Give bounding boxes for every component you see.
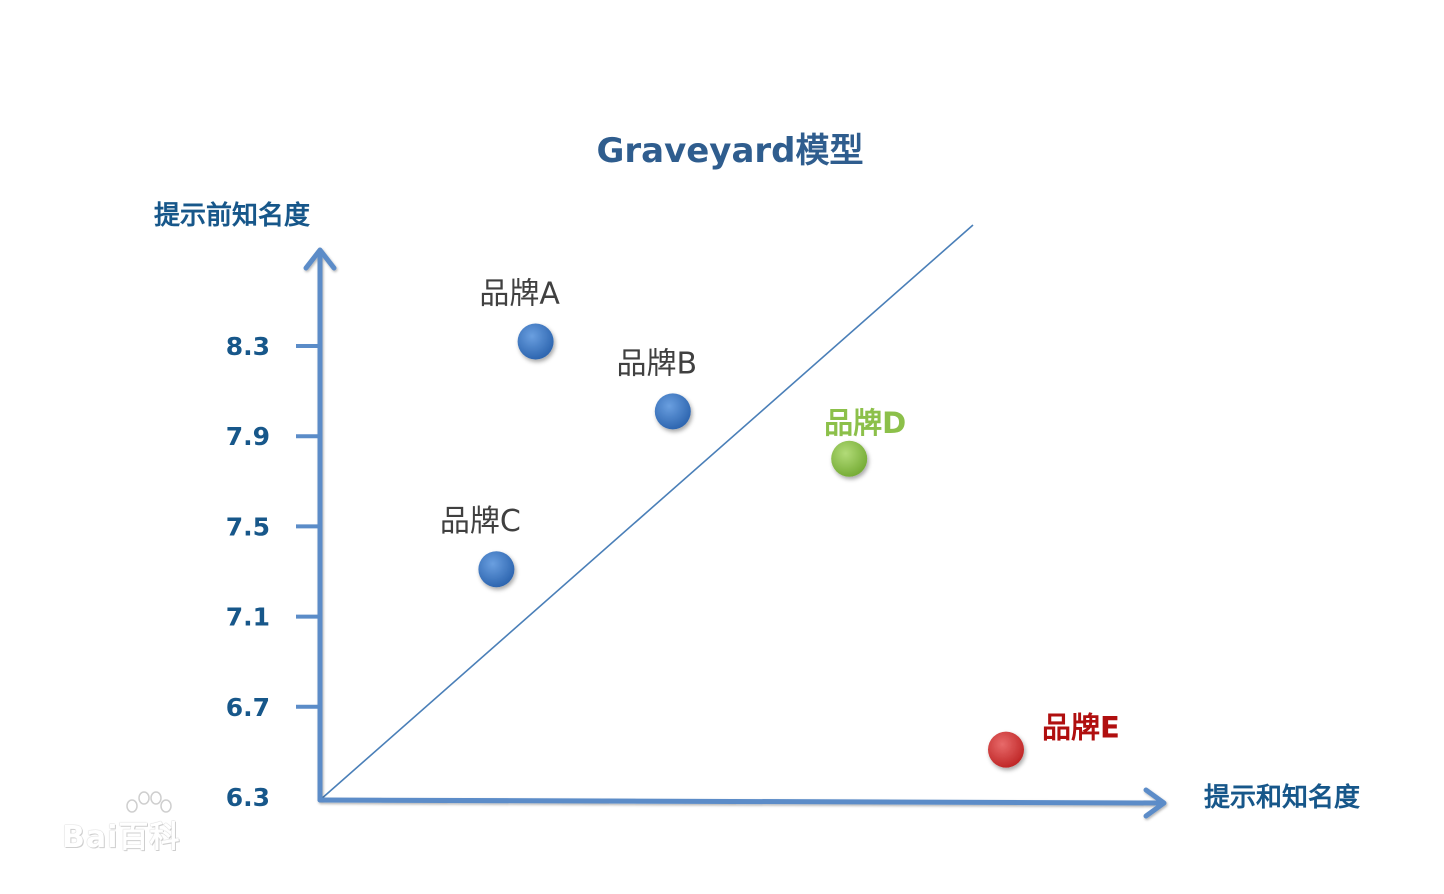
- data-point-label: 品牌B: [617, 346, 698, 381]
- diagonal-line: [319, 224, 974, 801]
- data-point: [831, 440, 868, 477]
- data-point: [478, 551, 515, 588]
- y-tick-label: 7.1: [226, 603, 270, 632]
- chart-title: Graveyard模型: [596, 131, 863, 171]
- x-axis-label: 提示和知名度: [1204, 782, 1360, 813]
- data-point-label: 品牌C: [440, 504, 521, 539]
- x-axis: [317, 797, 1163, 806]
- data-point-label: 品牌D: [824, 406, 906, 440]
- y-axis-arrowhead: [303, 247, 337, 271]
- data-point: [654, 393, 691, 430]
- y-ticks: 8.3 7.9 7.5 7.1 6.7 6.3: [226, 332, 320, 812]
- y-tick-label: 7.9: [226, 422, 270, 451]
- data-point-label: 品牌E: [1042, 711, 1120, 745]
- x-axis-arrowhead: [1143, 787, 1167, 819]
- watermark-paw-icon: [126, 791, 172, 813]
- baidu-watermark: Bai百科: [62, 820, 181, 855]
- y-tick-label: 6.7: [226, 693, 270, 722]
- axes: [303, 247, 1167, 819]
- data-point: [517, 323, 554, 360]
- y-tick-label: 6.3: [226, 783, 270, 812]
- data-point: [988, 731, 1024, 768]
- y-tick-label: 7.5: [226, 512, 270, 541]
- data-points: 品牌A 品牌B 品牌C 品牌D 品牌E: [440, 276, 1120, 768]
- y-tick-label: 8.3: [226, 332, 270, 361]
- y-axis-label: 提示前知名度: [154, 200, 310, 231]
- data-point-label: 品牌A: [479, 276, 560, 311]
